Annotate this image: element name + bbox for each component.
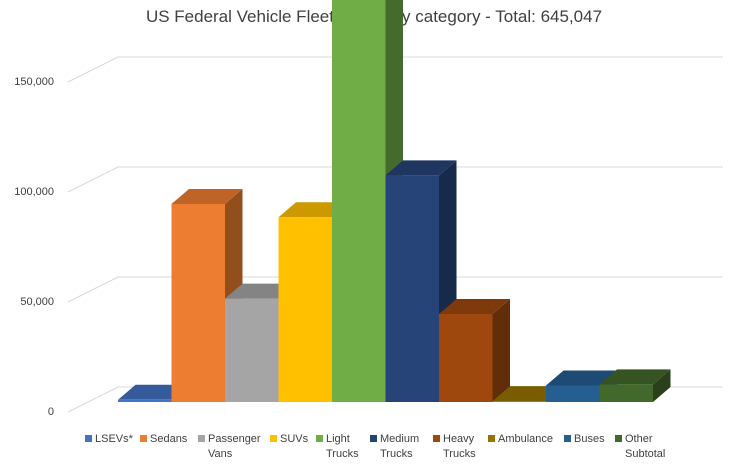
y-tick-label: 50,000: [20, 296, 54, 308]
legend-swatch: [85, 435, 92, 442]
bar-top: [385, 160, 457, 176]
bar-front: [599, 384, 653, 402]
legend-label: Light: [326, 433, 350, 445]
bar-side: [653, 369, 671, 402]
y-tick-label: 100,000: [14, 186, 54, 198]
legend-item-passenger-vans: Passenger Vans: [198, 433, 261, 460]
legend-swatch: [370, 435, 377, 442]
bar-side: [492, 299, 510, 402]
legend: LSEVs* Sedans Passenger Vans SUVs Light Trucks…: [85, 433, 665, 460]
gridline: [67, 276, 723, 303]
y-tick-label: 150,000: [14, 76, 54, 88]
bar-top: [546, 370, 617, 386]
bar-front: [171, 204, 225, 402]
bar-top: [278, 202, 350, 218]
y-axis-ticks: 050,000100,000150,000200,000250,000300,0…: [14, 76, 54, 418]
bar-front: [439, 314, 493, 402]
legend-item-lsevs: LSEVs*: [85, 433, 134, 445]
legend-label: Subtotal: [625, 448, 665, 460]
legend-label: Trucks: [443, 448, 476, 460]
legend-item-medium-trucks: Medium Trucks: [370, 433, 419, 460]
legend-label: Sedans: [150, 433, 188, 445]
legend-swatch: [140, 435, 147, 442]
gridline: [67, 56, 723, 83]
legend-swatch: [316, 435, 323, 442]
bars: [118, 0, 671, 403]
legend-label: Medium: [380, 433, 419, 445]
legend-label: SUVs: [280, 433, 309, 445]
legend-label: LSEVs*: [95, 433, 134, 445]
legend-label: Buses: [574, 433, 605, 445]
bar-top: [599, 369, 671, 385]
legend-label: Ambulance: [498, 433, 553, 445]
bar-front: [118, 399, 172, 402]
legend-label: Trucks: [326, 448, 359, 460]
bar-top: [439, 299, 510, 314]
y-tick-label: 0: [48, 406, 54, 418]
legend-label: Other: [625, 433, 653, 445]
legend-label: Trucks: [380, 448, 413, 460]
bar-top: [171, 189, 243, 204]
bar-buses: [546, 370, 617, 402]
bar-front: [278, 217, 332, 402]
bar-top: [492, 386, 564, 402]
gridline: [67, 166, 723, 193]
bar-front: [225, 298, 279, 402]
legend-item-light-trucks: Light Trucks: [316, 433, 359, 460]
legend-swatch: [198, 435, 205, 442]
bar-top: [225, 283, 296, 299]
bar-front: [492, 401, 546, 402]
legend-item-heavy-trucks: Heavy Trucks: [433, 433, 476, 460]
bar-front: [332, 0, 386, 403]
legend-label: Heavy: [443, 433, 475, 445]
legend-item-buses: Buses: [564, 433, 605, 445]
legend-swatch: [433, 435, 440, 442]
bar-front: [546, 385, 600, 402]
bar-top: [118, 384, 189, 400]
legend-swatch: [564, 435, 571, 442]
bar-front: [385, 175, 439, 402]
legend-item-suvs: SUVs: [270, 433, 309, 445]
legend-swatch: [488, 435, 495, 442]
bar-heavy-trucks: [439, 299, 510, 402]
bar-other-subtotal: [599, 369, 671, 402]
legend-item-sedans: Sedans: [140, 433, 188, 445]
legend-item-other-subtotal: Other Subtotal: [615, 433, 665, 460]
legend-swatch: [615, 435, 622, 442]
legend-label: Vans: [208, 448, 233, 460]
legend-swatch: [270, 435, 277, 442]
legend-item-ambulance: Ambulance: [488, 433, 553, 445]
legend-label: Passenger: [208, 433, 261, 445]
